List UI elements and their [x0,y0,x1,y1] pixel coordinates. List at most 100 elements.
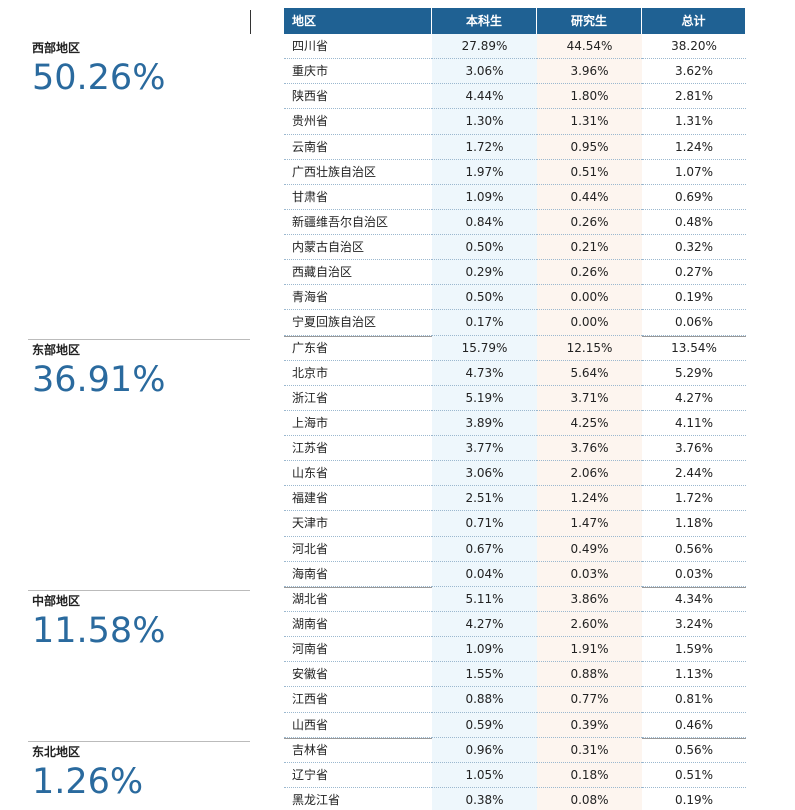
table-cell: 甘肃省 [284,185,432,210]
table-cell: 1.18% [642,511,746,537]
table-cell: 5.29% [642,361,746,386]
region-separator [28,338,250,340]
table-cell: 0.08% [537,787,642,810]
table-cell: 河北省 [284,537,432,562]
table-cell: 0.29% [432,260,537,286]
table-cell: 宁夏回族自治区 [284,310,432,336]
divider [250,10,251,34]
table-cell: 江西省 [284,687,432,713]
table-cell: 吉林省 [284,738,432,763]
table-cell: 38.20% [642,34,746,60]
region-share: 36.91% [32,359,166,400]
table-cell: 西藏自治区 [284,260,432,286]
table-cell: 1.24% [642,135,746,160]
table-cell: 2.44% [642,461,746,487]
table-cell: 3.76% [642,436,746,462]
table-cell: 内蒙古自治区 [284,235,432,261]
table-cell: 0.69% [642,185,746,210]
table-cell: 1.72% [642,486,746,512]
table-cell: 0.27% [642,260,746,286]
table-cell: 4.27% [432,611,537,638]
region-name: 西部地区 [32,41,81,55]
table-cell: 湖北省 [284,587,432,612]
table-cell: 27.89% [432,34,537,60]
table-cell: 安徽省 [284,662,432,688]
table-cell: 青海省 [284,285,432,311]
table-cell: 1.24% [537,486,642,512]
table-cell: 0.77% [537,687,642,713]
table-cell: 0.49% [537,536,642,562]
table-cell: 山东省 [284,461,432,487]
table-cell: 2.60% [537,611,642,638]
table-cell: 0.44% [537,184,642,210]
table-cell: 3.89% [432,410,537,437]
table-cell: 0.95% [537,134,642,160]
table-cell: 1.97% [432,159,537,185]
table-cell: 5.11% [432,586,537,612]
table-cell: 云南省 [284,135,432,160]
table-cell: 0.31% [537,737,642,763]
header-cell: 本科生 [432,8,537,34]
table-cell: 3.06% [432,59,537,85]
table-cell: 0.06% [642,310,746,336]
table-cell: 13.54% [642,336,746,361]
region-name: 中部地区 [32,593,81,608]
table-cell: 0.39% [537,712,642,738]
region-name: 东北地区 [32,744,81,759]
table-cell: 广西壮族自治区 [284,160,432,185]
table-cell: 1.80% [537,84,642,110]
header-cell: 总计 [642,8,746,34]
table-cell: 0.03% [537,561,642,587]
table-cell: 1.31% [537,109,642,135]
table-cell: 0.48% [642,210,746,236]
table-cell: 0.96% [432,737,537,763]
table-cell: 0.51% [537,159,642,185]
table-cell: 1.09% [432,184,537,210]
table-cell: 江苏省 [284,436,432,462]
table-cell: 12.15% [537,335,642,361]
table-cell: 0.03% [642,562,746,587]
table-cell: 4.34% [642,587,746,612]
table-cell: 广东省 [284,336,432,361]
table-cell: 0.21% [537,235,642,261]
table-cell: 5.19% [432,385,537,411]
table-cell: 4.73% [432,360,537,386]
table-cell: 2.81% [642,84,746,110]
table-cell: 山西省 [284,713,432,738]
table-cell: 3.76% [537,436,642,462]
table-cell: 辽宁省 [284,763,432,788]
table-cell: 0.84% [432,209,537,236]
table-cell: 0.88% [432,687,537,713]
table-cell: 44.54% [537,34,642,60]
table-cell: 0.56% [642,738,746,763]
table-cell: 3.77% [432,436,537,462]
table-cell: 1.55% [432,662,537,688]
table-cell: 1.91% [537,637,642,663]
table-cell: 1.07% [642,160,746,185]
table-cell: 4.25% [537,410,642,437]
table-cell: 0.56% [642,537,746,562]
table-cell: 4.27% [642,386,746,411]
table-cell: 河南省 [284,637,432,663]
table-cell: 0.50% [432,285,537,311]
table-cell: 1.13% [642,662,746,688]
table-cell: 15.79% [432,335,537,361]
table-cell: 0.18% [537,762,642,788]
table-cell: 3.24% [642,612,746,638]
table-cell: 四川省 [284,34,432,60]
table-cell: 新疆维吾尔自治区 [284,210,432,236]
table-cell: 5.64% [537,360,642,386]
table-cell: 0.00% [537,285,642,311]
table-cell: 天津市 [284,511,432,537]
table-cell: 3.86% [537,586,642,612]
table-cell: 3.62% [642,59,746,85]
table-cell: 陕西省 [284,84,432,110]
table-cell: 0.81% [642,687,746,713]
table-cell: 1.72% [432,134,537,160]
table-cell: 0.00% [537,310,642,336]
region-share: 1.26% [32,761,144,802]
table-cell: 0.17% [432,310,537,336]
table-cell: 1.31% [642,109,746,135]
table-cell: 0.46% [642,713,746,738]
